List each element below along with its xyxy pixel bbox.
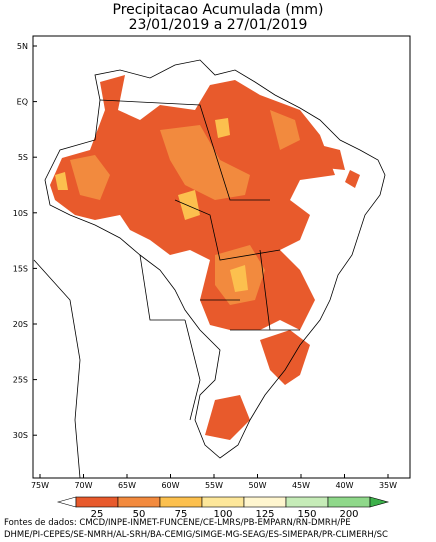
lat-label: 10S [13, 209, 28, 218]
source-line: Fontes de dados: CMCD/INPE-INMET-FUNCENE… [4, 518, 351, 528]
colorbar-label: 125 [255, 509, 274, 520]
colorbar-bin [327, 496, 371, 508]
source-line: DHME/PI-CEPES/SE-NMRH/AL-SRH/BA-CEMIG/SI… [4, 530, 388, 540]
lon-label: 60W [161, 481, 179, 490]
map-area [32, 35, 411, 479]
lat-label: EQ [17, 98, 28, 107]
colorbar [56, 496, 390, 508]
colorbar-bin [159, 496, 203, 508]
lon-label: 65W [118, 481, 136, 490]
lon-label: 70W [74, 481, 92, 490]
colorbar-labels: 25 50 75 100 125 150 200 [91, 509, 359, 520]
colorbar-low [56, 496, 77, 508]
lon-label: 40W [335, 481, 353, 490]
colorbar-label: 150 [297, 509, 316, 520]
colorbar-high [369, 496, 390, 508]
lat-label: 30S [13, 431, 28, 440]
lon-labels: 75W 70W 65W 60W 55W 50W 45W 40W 35W [31, 474, 397, 490]
lon-label: 45W [292, 481, 310, 490]
colorbar-label: 100 [213, 509, 232, 520]
lat-label: 15S [13, 264, 28, 273]
state-borders [33, 99, 300, 479]
brazil-border [44, 59, 386, 459]
colorbar-label: 25 [91, 509, 104, 520]
lat-label: 5S [18, 153, 28, 162]
colorbar-label: 75 [175, 509, 188, 520]
colorbar-bin [201, 496, 245, 508]
lat-label: 5N [17, 42, 28, 51]
lat-label: 25S [13, 376, 28, 385]
precip-area [205, 145, 360, 440]
title: Precipitacao Acumulada (mm) [113, 2, 324, 18]
lat-labels: 5N EQ 5S 10S 15S 20S 25S 30S [13, 42, 37, 440]
period: 23/01/2019 a 27/01/2019 [129, 17, 308, 33]
colorbar-bin [75, 496, 119, 508]
lon-label: 50W [248, 481, 266, 490]
colorbar-bin [285, 496, 329, 508]
lon-label: 55W [205, 481, 223, 490]
colorbar-bin [243, 496, 287, 508]
colorbar-label: 50 [133, 509, 146, 520]
lon-label: 35W [379, 481, 397, 490]
lat-label: 20S [13, 320, 28, 329]
colorbar-bin [117, 496, 161, 508]
colorbar-label: 200 [339, 509, 358, 520]
lon-label: 75W [31, 481, 49, 490]
